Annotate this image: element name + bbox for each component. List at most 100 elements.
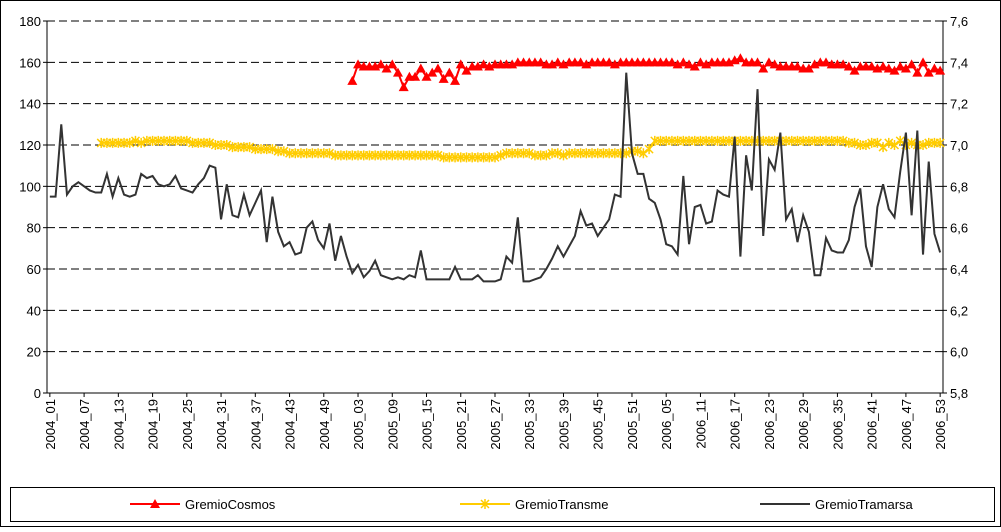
series-marker	[130, 135, 140, 146]
x-tick-label: 2005_15	[420, 399, 435, 450]
series-marker	[861, 140, 871, 150]
series-marker	[763, 57, 774, 67]
series-marker	[843, 61, 854, 71]
series-marker	[415, 63, 426, 73]
x-tick-label: 2006_17	[728, 399, 743, 450]
series-marker	[918, 140, 928, 150]
series-marker	[455, 59, 466, 69]
series-marker	[245, 142, 255, 153]
y2-tick-label: 6,4	[950, 262, 968, 277]
series-marker	[541, 150, 551, 161]
series-marker	[866, 61, 877, 71]
x-tick-label: 2005_27	[488, 399, 503, 450]
x-tick-label: 2005_39	[556, 399, 571, 450]
series-marker	[450, 75, 461, 85]
series-marker	[432, 63, 443, 73]
series-marker	[633, 146, 643, 157]
series-marker	[353, 59, 364, 69]
series-marker	[267, 144, 277, 155]
legend-label: GremioTransme	[515, 497, 608, 512]
series-marker	[895, 135, 905, 146]
x-tick-label: 2004_19	[146, 399, 161, 450]
y2-tick-label: 6,2	[950, 303, 968, 318]
y-tick-label: 40	[27, 303, 41, 318]
y2-tick-label: 5,8	[950, 386, 968, 401]
legend-label: GremioTramarsa	[815, 497, 914, 512]
series-marker	[433, 150, 443, 161]
x-tick-label: 2005_03	[351, 399, 366, 450]
x-tick-label: 2004_07	[77, 399, 92, 450]
series-marker	[695, 57, 706, 67]
y2-tick-label: 7,6	[950, 14, 968, 29]
series-marker	[575, 57, 586, 67]
series-marker	[644, 144, 654, 155]
x-tick-label: 2006_11	[693, 399, 708, 449]
y-tick-label: 20	[27, 345, 41, 360]
x-tick-label: 2006_53	[933, 399, 948, 450]
series-marker	[883, 63, 894, 73]
series-marker	[535, 57, 546, 67]
x-tick-label: 2006_41	[865, 399, 880, 450]
y2-tick-label: 7,0	[950, 138, 968, 153]
series-marker	[552, 57, 563, 67]
y2-tick-label: 7,4	[950, 55, 968, 70]
series-marker	[929, 63, 940, 73]
series-marker	[279, 146, 289, 157]
y-tick-label: 140	[19, 97, 41, 112]
x-tick-label: 2005_51	[625, 399, 640, 450]
series-marker	[438, 73, 449, 83]
x-tick-label: 2004_37	[248, 399, 263, 450]
series-marker	[923, 67, 934, 77]
series-marker	[821, 57, 832, 67]
x-tick-label: 2004_25	[180, 399, 195, 450]
y2-tick-label: 6,6	[950, 221, 968, 236]
series-line	[101, 139, 941, 159]
y2-tick-label: 6,0	[950, 345, 968, 360]
series-marker	[838, 135, 848, 146]
x-tick-label: 2006_05	[659, 399, 674, 450]
series-marker	[850, 137, 860, 148]
series-marker	[638, 148, 648, 159]
series-marker	[136, 137, 146, 148]
series-marker	[666, 57, 677, 67]
series-marker	[427, 67, 438, 77]
x-tick-label: 2004_49	[317, 399, 332, 450]
series-marker	[935, 65, 946, 75]
x-tick-label: 2004_13	[111, 399, 126, 450]
y-tick-label: 100	[19, 179, 41, 194]
series-marker	[935, 137, 945, 148]
series-marker	[895, 61, 906, 71]
y2-tick-label: 6,8	[950, 179, 968, 194]
series-marker	[689, 61, 700, 71]
series-marker	[347, 75, 358, 85]
y-tick-label: 80	[27, 221, 41, 236]
series-marker	[889, 65, 900, 75]
series-marker	[678, 57, 689, 67]
series-marker	[838, 59, 849, 69]
series-marker	[684, 59, 695, 69]
x-tick-label: 2006_35	[830, 399, 845, 450]
series-marker	[125, 137, 135, 148]
series-marker	[553, 148, 563, 159]
series-marker	[735, 53, 746, 63]
series-marker	[758, 63, 769, 73]
series-marker	[392, 67, 403, 77]
series-marker	[872, 137, 882, 148]
y-tick-label: 160	[19, 55, 41, 70]
series-marker	[490, 152, 500, 163]
x-tick-label: 2004_43	[283, 399, 298, 450]
series-marker	[878, 142, 888, 153]
series-marker	[878, 61, 889, 71]
x-tick-label: 2005_33	[522, 399, 537, 450]
y2-tick-label: 7,2	[950, 97, 968, 112]
series-marker	[849, 65, 860, 75]
series-line	[49, 72, 942, 283]
series-marker	[387, 59, 398, 69]
series-marker	[604, 57, 615, 67]
series-marker	[769, 59, 780, 69]
series-marker	[398, 82, 409, 92]
series-marker	[912, 67, 923, 77]
series-marker	[410, 71, 421, 81]
